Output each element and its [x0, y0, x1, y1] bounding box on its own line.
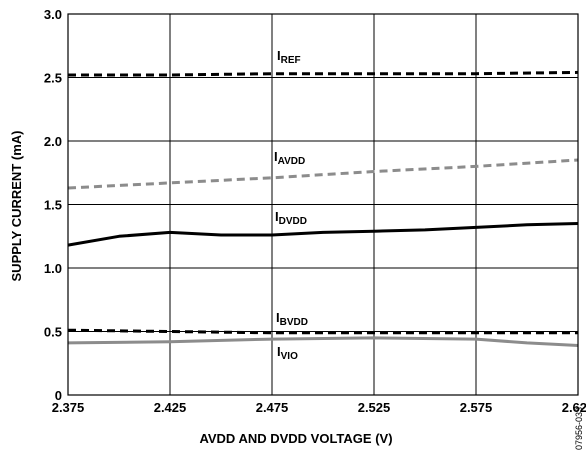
- label-iref: IREF: [277, 48, 301, 66]
- label-idvdd: IDVDD: [275, 209, 307, 227]
- series-line-dvdd: [67, 222, 579, 247]
- x-tick-label: 2.475: [256, 400, 289, 415]
- y-tick-label: 1.0: [44, 261, 62, 276]
- figure-id: 07956-033: [574, 407, 584, 450]
- y-tick-label: 2.5: [44, 71, 62, 86]
- series-line-ref: [68, 70, 579, 77]
- y-tick-label: 3.0: [44, 7, 62, 22]
- series-line-avdd: [67, 158, 579, 190]
- x-tick-labels: 2.375 2.425 2.475 2.525 2.575 2.625: [52, 400, 586, 415]
- plot-frame: [67, 13, 579, 396]
- series-line-bvdd: [67, 328, 578, 335]
- y-axis-title: SUPPLY CURRENT (mA): [9, 131, 24, 282]
- label-ivio: IVIO: [277, 344, 298, 362]
- series-lines: [67, 70, 579, 347]
- x-tick-label: 2.375: [52, 400, 85, 415]
- x-tick-label: 2.575: [460, 400, 493, 415]
- y-tick-label: 0.5: [44, 325, 62, 340]
- y-tick-labels: 0 0.5 1.0 1.5 2.0 2.5 3.0: [44, 7, 62, 403]
- x-axis-title: AVDD AND DVDD VOLTAGE (V): [199, 431, 392, 446]
- x-tick-label: 2.625: [562, 400, 586, 415]
- x-tick-label: 2.425: [154, 400, 187, 415]
- x-tick-label: 2.525: [358, 400, 391, 415]
- label-iavdd: IAVDD: [274, 149, 305, 167]
- y-tick-label: 1.5: [44, 198, 62, 213]
- label-ibvdd: IBVDD: [276, 310, 308, 328]
- y-tick-label: 2.0: [44, 134, 62, 149]
- series-line-vio: [67, 336, 579, 347]
- y-tick-label: 0: [55, 388, 62, 403]
